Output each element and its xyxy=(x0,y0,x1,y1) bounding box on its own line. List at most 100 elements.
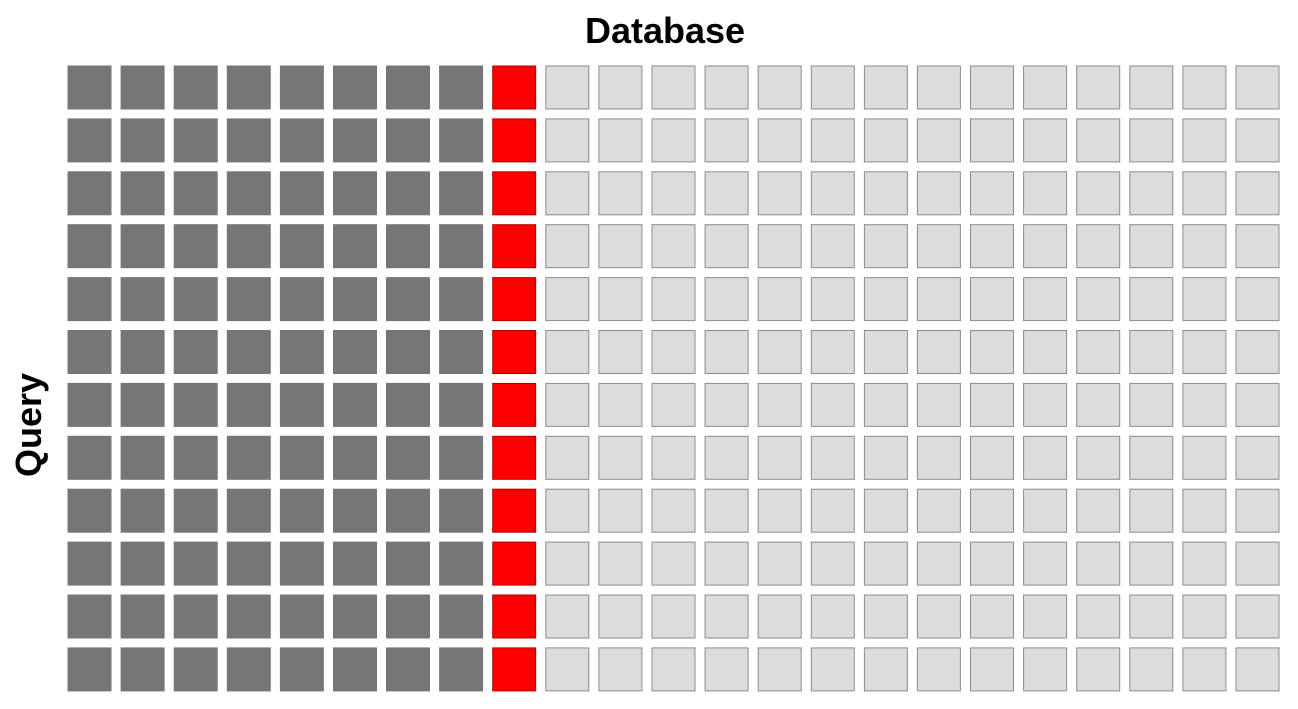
cell-empty xyxy=(1076,488,1121,533)
cell-empty xyxy=(545,647,590,692)
cell-empty xyxy=(1129,118,1174,163)
cell-done xyxy=(173,488,218,533)
cell-empty xyxy=(651,594,696,639)
cell-done xyxy=(120,647,165,692)
cell-empty xyxy=(545,277,590,322)
cell-empty xyxy=(863,224,908,269)
cell-done xyxy=(67,647,112,692)
cell-empty xyxy=(916,647,961,692)
cell-empty xyxy=(863,435,908,480)
cell-empty xyxy=(651,118,696,163)
cell-empty xyxy=(863,382,908,427)
cell-empty xyxy=(810,65,855,110)
cell-empty xyxy=(1235,330,1280,374)
cell-empty xyxy=(1076,65,1121,110)
cell-done xyxy=(279,541,324,586)
cell-empty xyxy=(1076,171,1121,216)
cell-empty xyxy=(1023,330,1068,374)
cell-empty xyxy=(598,647,643,692)
cell-done xyxy=(439,277,484,322)
cell-done xyxy=(386,118,430,163)
cell-current xyxy=(492,224,537,269)
cell-done xyxy=(173,118,218,163)
cell-empty xyxy=(1129,330,1174,374)
cell-done xyxy=(120,277,165,322)
y-label: Query xyxy=(8,373,49,477)
cell-done xyxy=(439,118,484,163)
cell-done xyxy=(279,382,324,427)
cell-done xyxy=(333,224,377,269)
cell-empty xyxy=(651,65,696,110)
cell-done xyxy=(173,330,218,374)
cell-empty xyxy=(810,435,855,480)
cell-empty xyxy=(1023,647,1068,692)
cell-done xyxy=(120,171,165,216)
cell-empty xyxy=(970,65,1014,110)
cell-done xyxy=(439,435,484,480)
cell-empty xyxy=(1129,435,1174,480)
cell-done xyxy=(279,435,324,480)
cell-current xyxy=(492,118,537,163)
cell-empty xyxy=(1182,65,1227,110)
cell-empty xyxy=(1076,541,1121,586)
cell-empty xyxy=(1076,224,1121,269)
cell-empty xyxy=(1076,118,1121,163)
cell-done xyxy=(333,435,377,480)
cell-done xyxy=(67,488,112,533)
cell-done xyxy=(386,435,430,480)
cell-empty xyxy=(1023,277,1068,322)
cell-empty xyxy=(1023,594,1068,639)
cell-done xyxy=(279,118,324,163)
cell-current xyxy=(492,277,537,322)
cell-empty xyxy=(970,171,1014,216)
cell-empty xyxy=(1129,594,1174,639)
cell-empty xyxy=(545,435,590,480)
cell-done xyxy=(333,541,377,586)
cell-empty xyxy=(704,171,749,216)
cell-empty xyxy=(970,541,1014,586)
cell-done xyxy=(386,65,430,110)
cell-empty xyxy=(1129,171,1174,216)
cell-empty xyxy=(1023,65,1068,110)
cell-empty xyxy=(970,594,1014,639)
cell-done xyxy=(333,118,377,163)
cell-empty xyxy=(1023,382,1068,427)
cell-done xyxy=(120,382,165,427)
cell-empty xyxy=(916,224,961,269)
cell-empty xyxy=(757,647,802,692)
cell-done xyxy=(173,541,218,586)
cell-empty xyxy=(1182,488,1227,533)
cell-done xyxy=(439,594,484,639)
cell-empty xyxy=(757,65,802,110)
cell-empty xyxy=(970,435,1014,480)
cell-empty xyxy=(545,171,590,216)
cell-done xyxy=(67,382,112,427)
cell-empty xyxy=(863,330,908,374)
cell-empty xyxy=(916,65,961,110)
cell-empty xyxy=(810,382,855,427)
cell-done xyxy=(173,224,218,269)
cell-done xyxy=(439,224,484,269)
cell-empty xyxy=(1182,541,1227,586)
cell-empty xyxy=(1182,330,1227,374)
cell-empty xyxy=(1182,647,1227,692)
cell-empty xyxy=(1076,647,1121,692)
cell-empty xyxy=(757,594,802,639)
cell-empty xyxy=(863,594,908,639)
cell-done xyxy=(279,277,324,322)
cell-done xyxy=(67,171,112,216)
cell-empty xyxy=(545,594,590,639)
cell-empty xyxy=(1182,382,1227,427)
cell-empty xyxy=(970,382,1014,427)
cell-empty xyxy=(1235,171,1280,216)
cell-empty xyxy=(863,277,908,322)
cell-empty xyxy=(598,488,643,533)
cell-current xyxy=(492,382,537,427)
cell-empty xyxy=(545,65,590,110)
cell-done xyxy=(67,594,112,639)
cell-done xyxy=(67,330,112,374)
cell-empty xyxy=(1129,224,1174,269)
cell-done xyxy=(120,65,165,110)
cell-empty xyxy=(1129,488,1174,533)
